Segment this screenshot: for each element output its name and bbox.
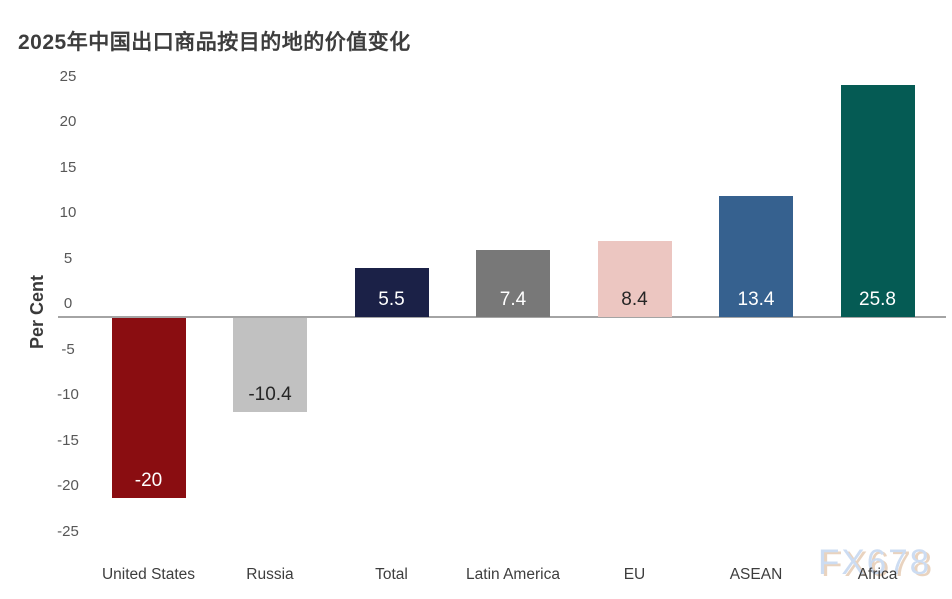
- x-axis-label-total: Total: [375, 566, 408, 583]
- x-axis-label-united-states: United States: [101, 566, 196, 583]
- watermark-logo: FX678: [818, 543, 932, 582]
- y-tick-label: -5: [61, 340, 75, 358]
- y-tick-label: -15: [57, 431, 79, 449]
- zero-baseline: [58, 316, 946, 318]
- bar-value-label: 7.4: [499, 288, 527, 310]
- x-axis-label-latin-america: Latin America: [466, 566, 560, 583]
- bar-value-label: 25.8: [859, 288, 896, 310]
- bar-total: 5.5: [354, 267, 429, 317]
- y-tick-label: 0: [63, 295, 73, 312]
- bar-asean: 13.4: [719, 196, 793, 317]
- bar-value-label: 8.4: [621, 288, 648, 310]
- y-tick-label: -10: [57, 386, 79, 403]
- bar-russia: -10.4: [233, 318, 307, 412]
- x-axis-label-africa: Africa: [857, 566, 898, 583]
- chart-title: 2025年中国出口商品按目的地的价值变化: [18, 31, 411, 54]
- y-tick-label: 5: [63, 249, 73, 267]
- x-axis-label-asean: ASEAN: [729, 566, 783, 583]
- y-tick-label: -25: [57, 522, 79, 540]
- y-tick-label: 20: [59, 113, 77, 130]
- bar-value-label: -20: [134, 470, 163, 491]
- bar-value-label: -10.4: [248, 383, 292, 405]
- x-axis-label-russia: Russia: [246, 566, 294, 583]
- bar-united-states: -20: [111, 318, 186, 498]
- bar-value-label: 5.5: [378, 289, 405, 310]
- y-axis-title: Per Cent: [27, 274, 47, 350]
- x-axis-label-eu: EU: [623, 566, 646, 583]
- y-tick-label: 25: [59, 67, 77, 85]
- y-tick-label: 10: [59, 204, 77, 221]
- bar-africa: 25.8: [840, 84, 915, 317]
- y-tick-label: -20: [57, 477, 79, 494]
- y-tick-label: 15: [59, 158, 77, 176]
- bar-latin-america: 7.4: [476, 250, 550, 317]
- bar-eu: 8.4: [597, 241, 672, 317]
- bar-value-label: 13.4: [737, 288, 775, 310]
